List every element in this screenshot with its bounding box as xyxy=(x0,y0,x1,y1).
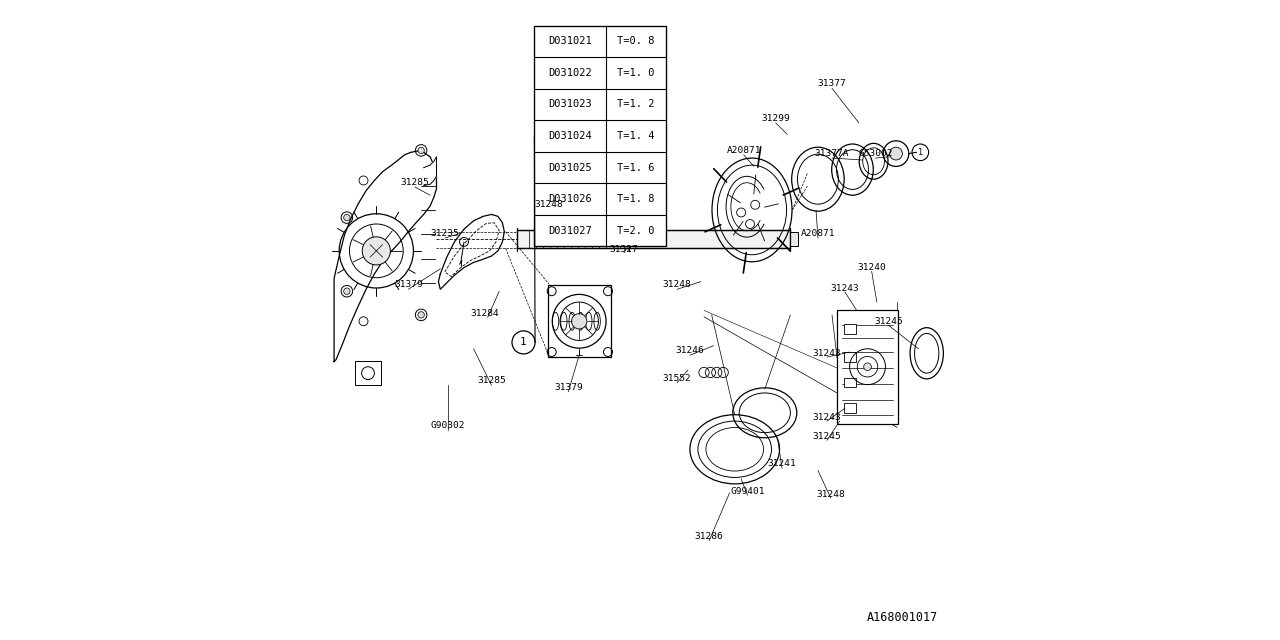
Text: 31240: 31240 xyxy=(858,263,886,272)
Text: T=1. 6: T=1. 6 xyxy=(617,163,654,173)
Circle shape xyxy=(417,312,425,318)
Text: T=1. 2: T=1. 2 xyxy=(617,99,654,109)
Bar xyxy=(517,230,791,248)
Bar xyxy=(844,324,856,334)
Text: 31286: 31286 xyxy=(695,532,723,541)
Text: A168001017: A168001017 xyxy=(867,611,938,624)
Text: D031026: D031026 xyxy=(548,194,593,204)
Text: 1: 1 xyxy=(918,148,923,157)
Text: 31284: 31284 xyxy=(471,309,499,318)
Text: 31245: 31245 xyxy=(874,317,902,326)
Text: 31245: 31245 xyxy=(813,432,841,441)
Circle shape xyxy=(890,147,902,160)
Bar xyxy=(548,285,611,357)
Text: 31299: 31299 xyxy=(762,114,790,123)
Text: 31248: 31248 xyxy=(817,490,845,499)
Polygon shape xyxy=(424,157,436,186)
Text: 31243: 31243 xyxy=(813,413,841,422)
Bar xyxy=(844,403,856,413)
Text: 31285: 31285 xyxy=(477,376,506,385)
Circle shape xyxy=(343,214,351,221)
Text: D031023: D031023 xyxy=(548,99,593,109)
Text: 31243: 31243 xyxy=(831,284,859,292)
Text: D031027: D031027 xyxy=(548,226,593,236)
Text: 31377A: 31377A xyxy=(815,149,849,158)
Bar xyxy=(791,232,799,246)
Text: D031022: D031022 xyxy=(548,68,593,78)
Text: D031024: D031024 xyxy=(548,131,593,141)
Text: T=1. 8: T=1. 8 xyxy=(617,194,654,204)
Text: D031021: D031021 xyxy=(548,36,593,46)
Text: T=0. 8: T=0. 8 xyxy=(617,36,654,46)
Text: 31327: 31327 xyxy=(609,245,639,254)
Text: 31379: 31379 xyxy=(394,280,422,289)
Text: 31246: 31246 xyxy=(676,346,704,355)
Polygon shape xyxy=(334,151,436,362)
Text: T=2. 0: T=2. 0 xyxy=(617,226,654,236)
Text: 31285: 31285 xyxy=(401,178,429,187)
Text: 31235: 31235 xyxy=(430,229,460,238)
Circle shape xyxy=(572,314,586,329)
Text: D031025: D031025 xyxy=(548,163,593,173)
Text: A20871: A20871 xyxy=(727,146,760,155)
Circle shape xyxy=(343,288,351,294)
Text: 31241: 31241 xyxy=(768,460,796,468)
Text: 31377: 31377 xyxy=(818,79,846,88)
Bar xyxy=(837,310,899,424)
Circle shape xyxy=(362,237,390,265)
Text: G90302: G90302 xyxy=(431,421,465,430)
Text: T=1. 0: T=1. 0 xyxy=(617,68,654,78)
Text: 31248: 31248 xyxy=(535,200,563,209)
Bar xyxy=(535,26,666,246)
Circle shape xyxy=(864,363,872,371)
Text: T=1. 4: T=1. 4 xyxy=(617,131,654,141)
Bar xyxy=(356,361,381,385)
Bar xyxy=(844,352,856,362)
Text: 31248: 31248 xyxy=(663,280,691,289)
Circle shape xyxy=(417,147,425,154)
Text: A20871: A20871 xyxy=(801,229,835,238)
Text: 31379: 31379 xyxy=(554,383,582,392)
Text: 31552: 31552 xyxy=(663,374,691,383)
Text: 31243: 31243 xyxy=(813,349,841,358)
Polygon shape xyxy=(438,214,504,289)
Text: 1: 1 xyxy=(520,337,527,348)
Bar xyxy=(844,378,856,387)
Text: G99401: G99401 xyxy=(731,487,764,496)
Text: G53002: G53002 xyxy=(859,149,892,158)
